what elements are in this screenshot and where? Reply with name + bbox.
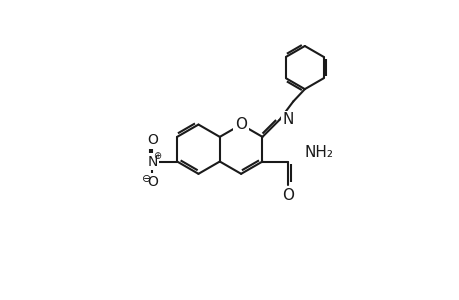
Text: N: N [147, 154, 157, 169]
Text: O: O [281, 188, 293, 203]
Text: O: O [235, 117, 246, 132]
Text: ⊕: ⊕ [153, 151, 161, 161]
Text: O: O [147, 175, 157, 188]
Text: ⊖: ⊖ [141, 174, 151, 184]
Text: N: N [282, 112, 293, 128]
Text: NH₂: NH₂ [304, 145, 333, 160]
Text: O: O [147, 133, 157, 147]
